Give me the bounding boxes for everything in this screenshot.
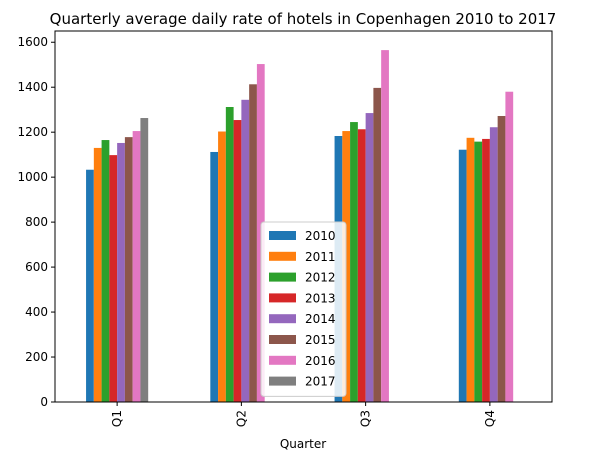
x-axis: Q1 Q2 Q3 Q4 (110, 402, 497, 427)
bar-2016-Q4 (505, 91, 514, 403)
legend-label-2011: 2011 (305, 250, 336, 264)
bar-2012-Q3 (350, 122, 358, 402)
bar-2013-Q3 (357, 129, 366, 402)
bar-2013-Q2 (233, 120, 242, 402)
x-tick-label-Q1: Q1 (110, 410, 124, 427)
chart-title: Quarterly average daily rate of hotels i… (50, 10, 557, 28)
legend-label-2015: 2015 (305, 333, 336, 347)
y-tick-label-0: 0 (40, 395, 48, 409)
legend-swatch-2015 (269, 335, 296, 344)
plot-frame (54, 30, 553, 403)
legend-swatch-2012 (269, 272, 296, 282)
legend-label-2014: 2014 (305, 312, 336, 326)
legend-swatch-2010 (269, 231, 296, 240)
bar-2010-Q2 (210, 151, 219, 402)
bar-2010-Q4 (458, 149, 467, 402)
x-tick-label-Q4: Q4 (483, 410, 497, 427)
y-tick-label-1600: 1600 (17, 35, 48, 49)
bar-2012-Q2 (225, 107, 234, 402)
bar-2013-Q1 (109, 155, 118, 402)
y-tick-label-400: 400 (25, 305, 48, 319)
legend-label-2016: 2016 (305, 354, 336, 368)
bar-2011-Q4 (466, 137, 475, 403)
bar-2015-Q3 (373, 87, 382, 402)
bar-2015-Q4 (497, 115, 506, 403)
bar-2014-Q3 (365, 113, 374, 402)
bar-2014-Q1 (117, 142, 125, 402)
bar-2016-Q3 (381, 50, 389, 403)
y-tick-label-800: 800 (25, 215, 48, 229)
bar-2014-Q2 (241, 99, 250, 403)
legend-box (260, 221, 347, 397)
bar-2012-Q4 (474, 141, 483, 402)
bar-2015-Q1 (124, 137, 133, 402)
y-axis: 0 200 400 600 800 1000 1200 1400 1600 (17, 35, 55, 409)
bar-2010-Q1 (86, 169, 94, 402)
bar-2011-Q1 (93, 147, 102, 402)
legend-label-2017: 2017 (305, 375, 336, 389)
x-axis-label: Quarter (280, 437, 326, 451)
legend-swatch-2011 (269, 251, 296, 261)
legend-swatch-2017 (269, 376, 296, 386)
legend-label-2010: 2010 (305, 229, 336, 243)
bar-2014-Q4 (489, 127, 498, 403)
legend-swatch-2016 (269, 355, 296, 365)
y-tick-label-200: 200 (25, 350, 48, 364)
y-tick-label-1400: 1400 (17, 80, 48, 94)
y-tick-label-1200: 1200 (17, 125, 48, 139)
bar-2017-Q1 (140, 118, 149, 403)
legend-swatch-2013 (269, 293, 296, 303)
bar-2013-Q4 (482, 138, 490, 402)
y-tick-label-600: 600 (25, 260, 48, 274)
legend-swatch-2014 (269, 314, 296, 324)
legend: 2010 2011 2012 2013 2014 2015 2016 2017 (260, 221, 347, 397)
bar-2012-Q1 (101, 140, 110, 403)
x-tick-label-Q2: Q2 (234, 410, 248, 427)
legend-label-2013: 2013 (305, 291, 336, 305)
legend-label-2012: 2012 (305, 271, 336, 285)
bar-2015-Q2 (249, 84, 257, 402)
y-tick-label-1000: 1000 (17, 170, 48, 184)
x-tick-label-Q3: Q3 (359, 410, 373, 427)
bar-2016-Q1 (132, 131, 141, 402)
bar-2011-Q2 (218, 131, 226, 402)
